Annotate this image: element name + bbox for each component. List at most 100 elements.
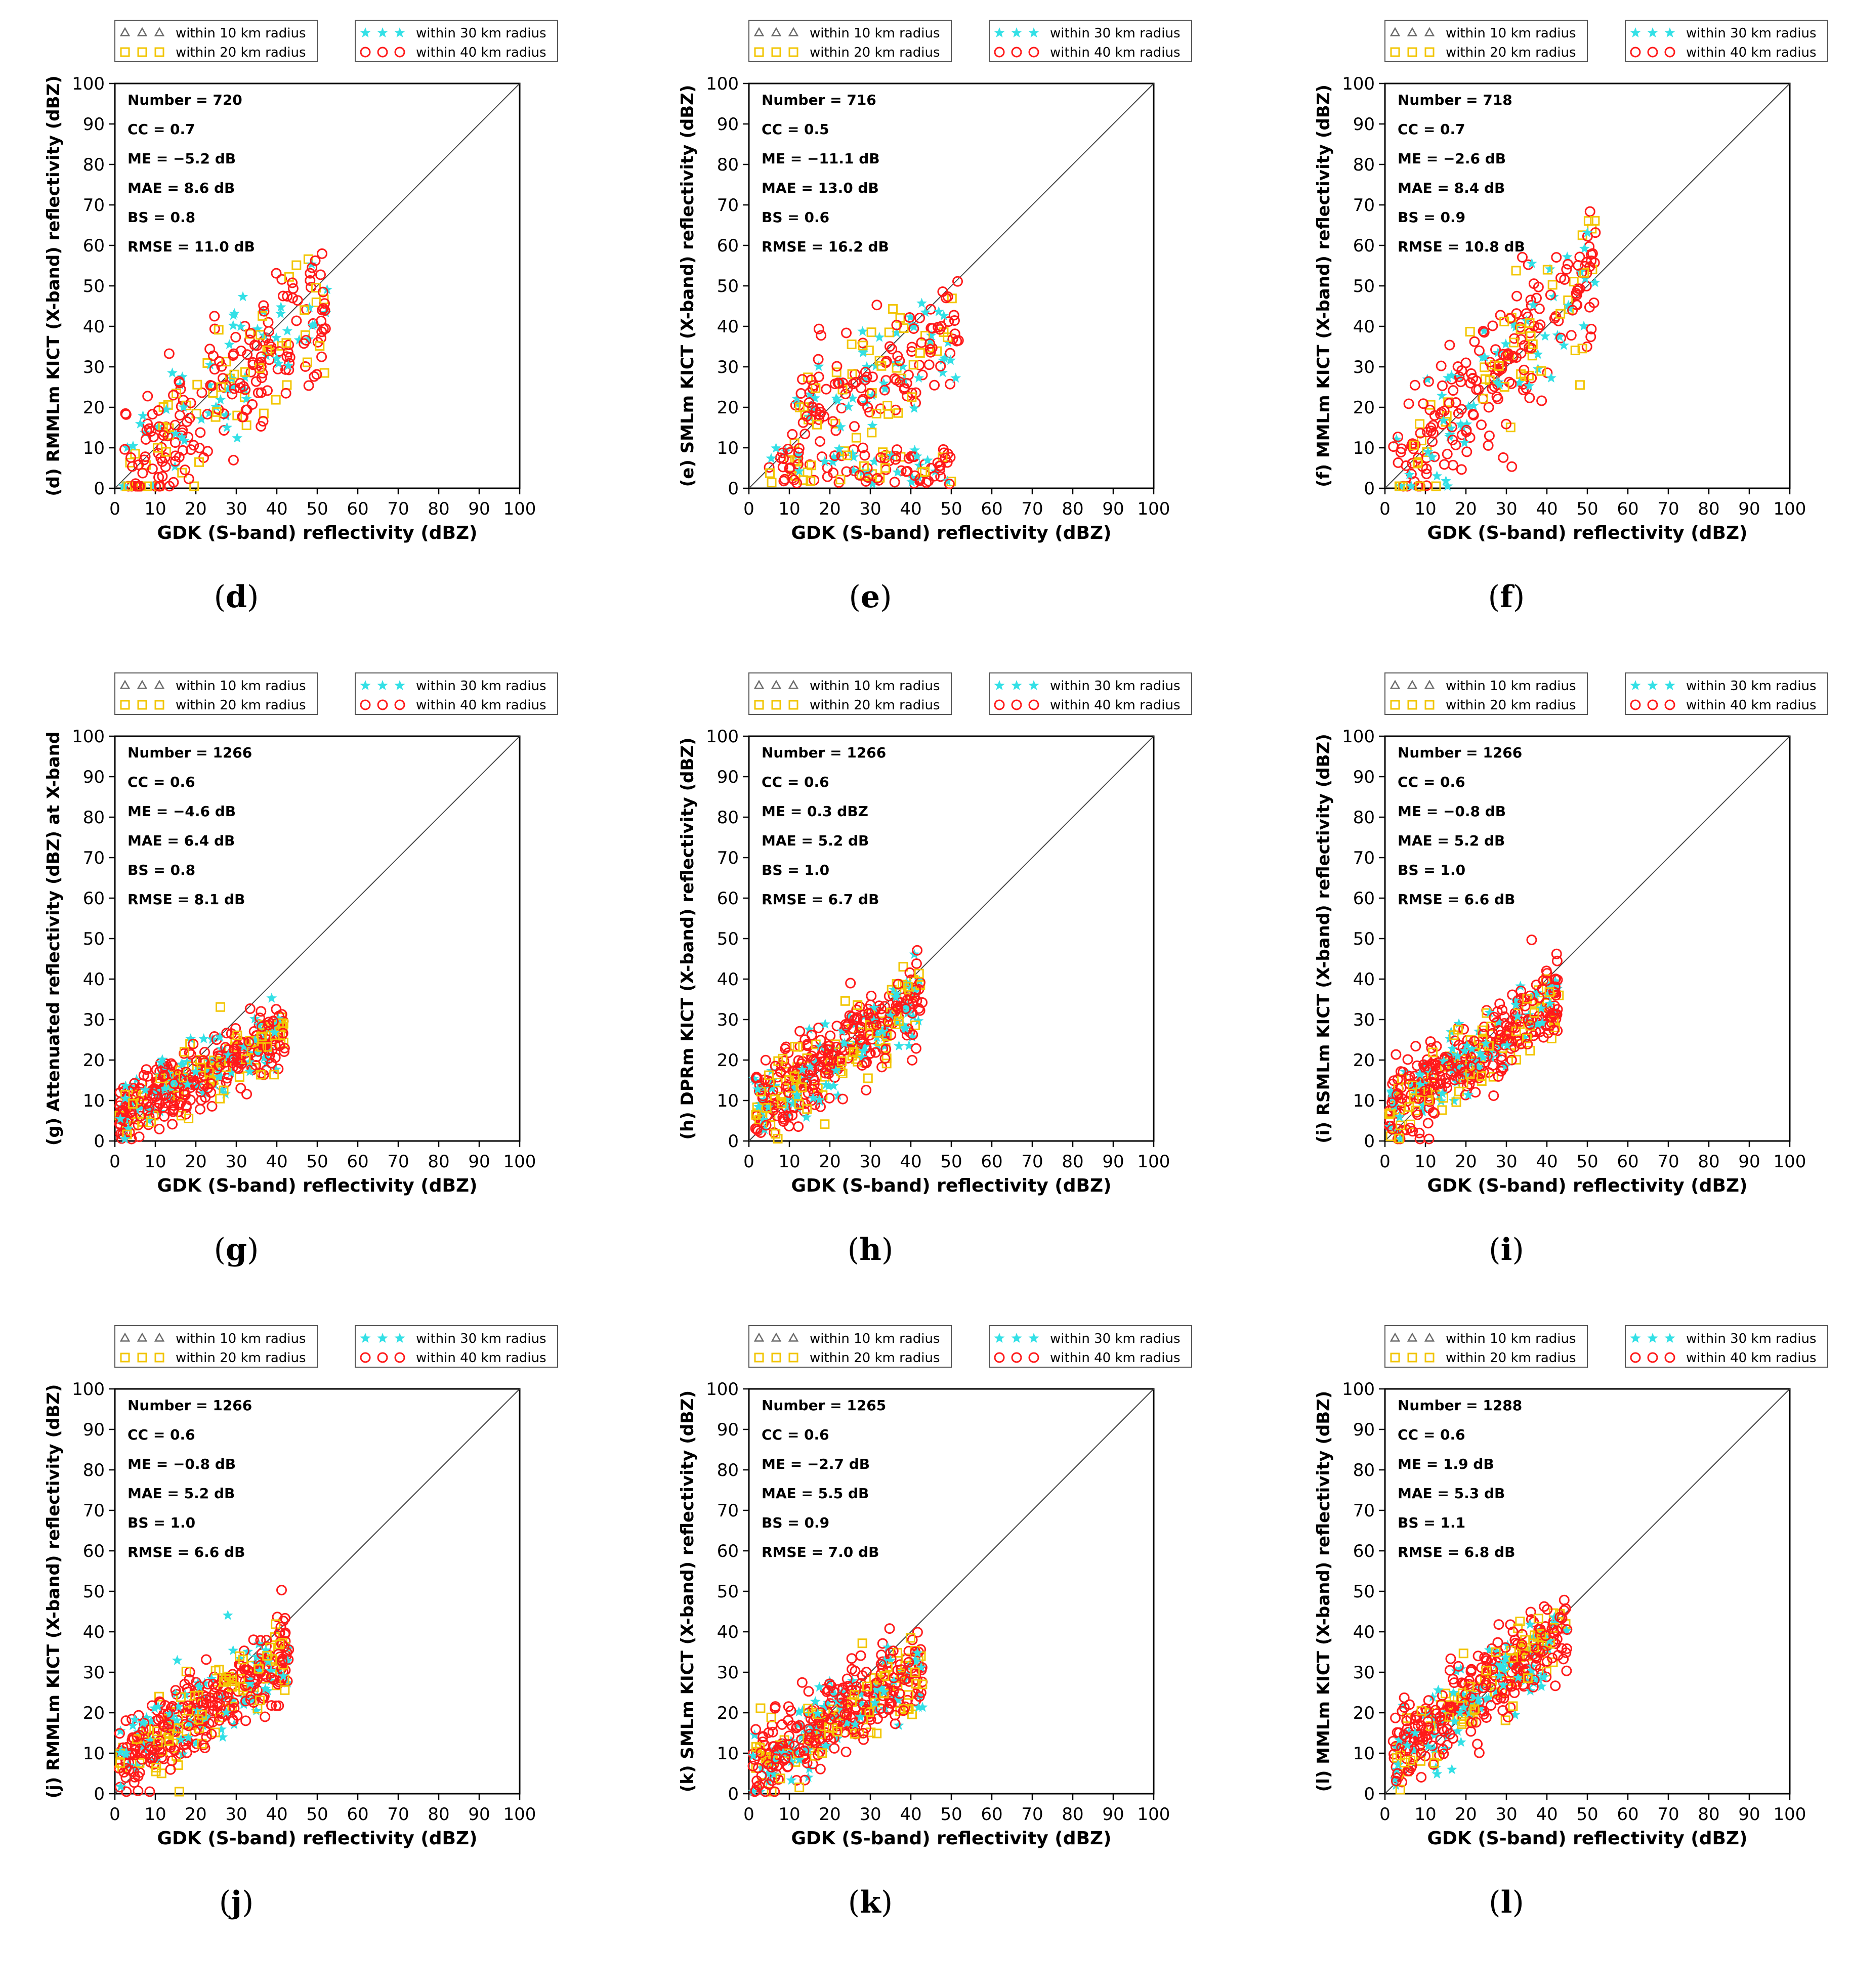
point-star bbox=[170, 428, 181, 439]
point-circle bbox=[155, 452, 166, 463]
point-star bbox=[794, 466, 805, 476]
stat-line: RMSE = 16.2 dB bbox=[762, 238, 889, 255]
point-circle bbox=[1524, 990, 1535, 1001]
x-tick-label: 70 bbox=[1021, 1804, 1043, 1825]
point-star bbox=[176, 1734, 187, 1745]
point-circle bbox=[902, 994, 913, 1005]
y-tick-label: 10 bbox=[1353, 1744, 1375, 1764]
point-circle bbox=[1469, 336, 1480, 347]
legend-marker-star bbox=[1011, 1333, 1022, 1343]
point-circle bbox=[1449, 1677, 1460, 1688]
point-star bbox=[221, 409, 232, 420]
point-star bbox=[135, 418, 146, 429]
point-star bbox=[1490, 1686, 1501, 1697]
point-circle bbox=[863, 1007, 874, 1019]
point-square bbox=[1577, 344, 1587, 354]
point-circle bbox=[828, 1686, 839, 1698]
y-tick-label: 50 bbox=[83, 1582, 105, 1602]
point-star bbox=[167, 367, 178, 378]
point-circle bbox=[1444, 398, 1455, 409]
point-square bbox=[128, 1099, 138, 1109]
point-square bbox=[1550, 1023, 1560, 1033]
point-star bbox=[837, 1025, 848, 1036]
stat-line: ME = −0.8 dB bbox=[1398, 803, 1506, 820]
legend-marker-sq bbox=[137, 47, 147, 57]
y-tick-label: 10 bbox=[83, 438, 105, 458]
point-circle bbox=[281, 351, 292, 362]
point-circle bbox=[1458, 1024, 1469, 1035]
y-tick-label: 70 bbox=[717, 1501, 739, 1521]
point-circle bbox=[908, 323, 919, 334]
point-circle bbox=[875, 1659, 887, 1670]
legend-marker-circ bbox=[1028, 699, 1039, 710]
point-circle bbox=[831, 1041, 842, 1052]
point-star bbox=[1414, 1069, 1425, 1079]
point-star bbox=[1415, 1079, 1426, 1089]
legend-marker-tri bbox=[119, 680, 131, 689]
point-circle bbox=[764, 462, 775, 473]
point-star bbox=[1449, 1716, 1460, 1726]
point-star bbox=[1410, 1727, 1421, 1738]
point-star bbox=[1406, 1080, 1417, 1091]
point-square bbox=[828, 1704, 838, 1714]
legend-box-left bbox=[114, 20, 318, 62]
point-star bbox=[1440, 1743, 1451, 1754]
point-star bbox=[252, 1047, 263, 1058]
x-axis-label: GDK (S-band) reflectivity (dBZ) bbox=[791, 1828, 1111, 1849]
legend-marker-tri bbox=[1390, 1332, 1401, 1342]
point-circle bbox=[260, 1711, 271, 1722]
point-square bbox=[1515, 1617, 1525, 1627]
y-tick-label: 100 bbox=[706, 1379, 739, 1400]
point-circle bbox=[115, 1096, 126, 1108]
point-circle bbox=[1525, 1606, 1536, 1618]
point-circle bbox=[857, 337, 868, 349]
x-tick-label: 20 bbox=[819, 499, 840, 519]
point-square bbox=[284, 272, 294, 282]
point-circle bbox=[822, 471, 833, 482]
point-star bbox=[194, 1063, 205, 1074]
legend-label: within 40 km radius bbox=[416, 698, 546, 713]
point-circle bbox=[1455, 376, 1466, 388]
x-tick-label: 80 bbox=[1698, 1804, 1719, 1825]
point-star bbox=[810, 1696, 821, 1706]
point-square bbox=[300, 305, 310, 315]
point-circle bbox=[949, 328, 960, 340]
panel-caption: (k) bbox=[848, 1885, 893, 1920]
point-square bbox=[1526, 331, 1536, 341]
legend-marker-star bbox=[360, 27, 371, 37]
point-square bbox=[219, 1677, 229, 1687]
point-circle bbox=[891, 1000, 902, 1011]
point-star bbox=[1475, 1682, 1486, 1693]
point-square bbox=[1395, 1785, 1405, 1795]
y-tick-label: 60 bbox=[83, 1541, 105, 1561]
y-tick-label: 20 bbox=[1353, 398, 1375, 418]
point-square bbox=[280, 1685, 290, 1695]
legend-box-left bbox=[1384, 20, 1588, 62]
point-circle bbox=[904, 312, 915, 323]
point-square bbox=[816, 1729, 826, 1740]
point-circle bbox=[798, 1746, 810, 1757]
stat-line: MAE = 5.2 dB bbox=[128, 1485, 235, 1502]
point-star bbox=[304, 302, 315, 313]
x-tick-label: 60 bbox=[1617, 499, 1638, 519]
legend-marker-star bbox=[394, 680, 405, 690]
point-square bbox=[164, 423, 174, 433]
y-tick-label: 0 bbox=[94, 479, 105, 499]
point-circle bbox=[142, 391, 153, 402]
point-square bbox=[215, 1002, 225, 1012]
point-star bbox=[1442, 481, 1453, 491]
point-circle bbox=[1506, 1681, 1518, 1692]
point-square bbox=[1579, 268, 1589, 278]
point-circle bbox=[1422, 1118, 1434, 1129]
point-circle bbox=[160, 461, 171, 473]
legend-marker-sq bbox=[1390, 47, 1400, 57]
point-square bbox=[315, 341, 325, 351]
point-star bbox=[905, 312, 916, 322]
x-tick-label: 50 bbox=[306, 499, 328, 519]
legend-marker-tri bbox=[771, 680, 782, 689]
point-star bbox=[1442, 1730, 1453, 1741]
point-circle bbox=[903, 453, 914, 464]
y-tick-label: 70 bbox=[1353, 195, 1375, 216]
y-tick-label: 60 bbox=[83, 889, 105, 909]
point-star bbox=[145, 1735, 156, 1745]
